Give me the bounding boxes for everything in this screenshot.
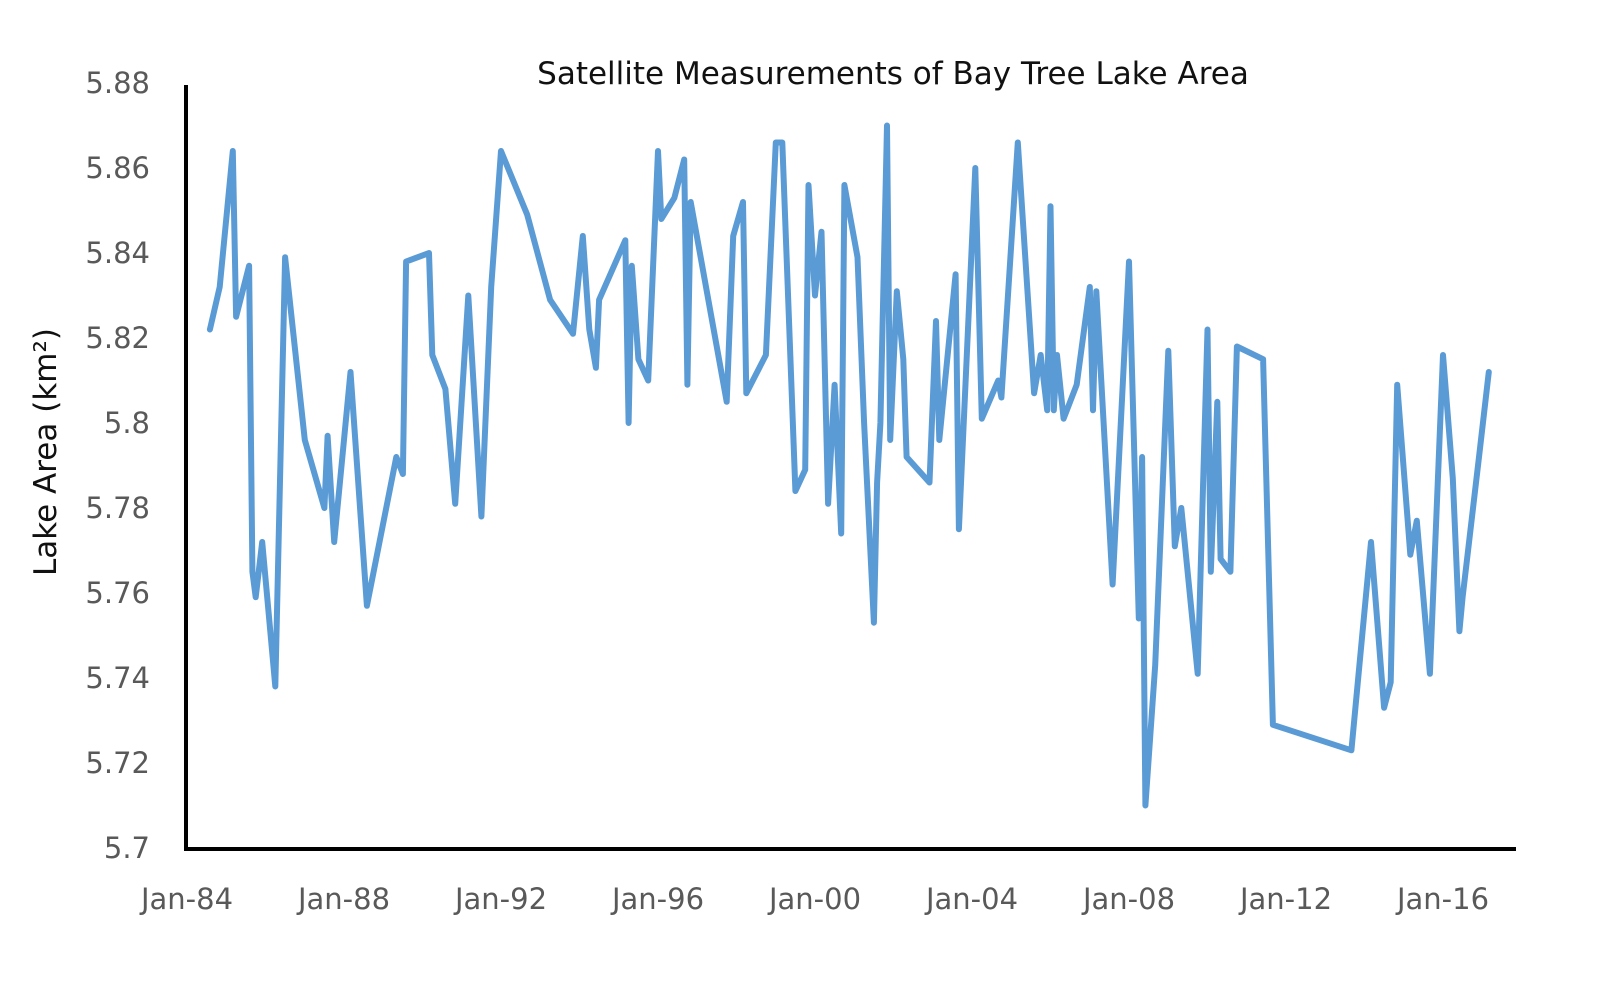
x-tick-label: Jan-12 xyxy=(1238,882,1332,916)
x-tick-label: Jan-08 xyxy=(1081,882,1175,916)
y-tick-label: 5.84 xyxy=(85,236,150,270)
y-tick-label: 5.88 xyxy=(85,66,150,100)
series-line xyxy=(206,122,1492,809)
x-tick-label: Jan-88 xyxy=(296,882,390,916)
y-tick-label: 5.82 xyxy=(85,321,150,355)
chart-title: Satellite Measurements of Bay Tree Lake … xyxy=(537,56,1249,92)
x-tick-label: Jan-92 xyxy=(453,882,547,916)
y-axis-label: Lake Area (km²) xyxy=(28,328,64,576)
y-tick-label: 5.76 xyxy=(85,576,150,610)
x-tick-label: Jan-96 xyxy=(610,882,704,916)
x-tick-label: Jan-16 xyxy=(1395,882,1489,916)
y-tick-labels: 5.7 5.72 5.74 5.76 5.78 5.8 5.82 5.84 5.86 5.88 xyxy=(85,66,150,865)
x-tick-label: Jan-04 xyxy=(924,882,1018,916)
y-tick-label: 5.86 xyxy=(85,151,150,185)
x-tick-label: Jan-00 xyxy=(767,882,861,916)
x-tick-label: Jan-84 xyxy=(139,882,233,916)
y-tick-label: 5.7 xyxy=(104,831,150,865)
series-group xyxy=(206,122,1492,809)
y-tick-label: 5.78 xyxy=(85,491,150,525)
y-tick-label: 5.8 xyxy=(104,406,150,440)
y-tick-label: 5.74 xyxy=(85,661,150,695)
y-tick-label: 5.72 xyxy=(85,746,150,780)
x-tick-labels: Jan-84 Jan-88 Jan-92 Jan-96 Jan-00 Jan-04 Jan-… xyxy=(139,882,1489,916)
